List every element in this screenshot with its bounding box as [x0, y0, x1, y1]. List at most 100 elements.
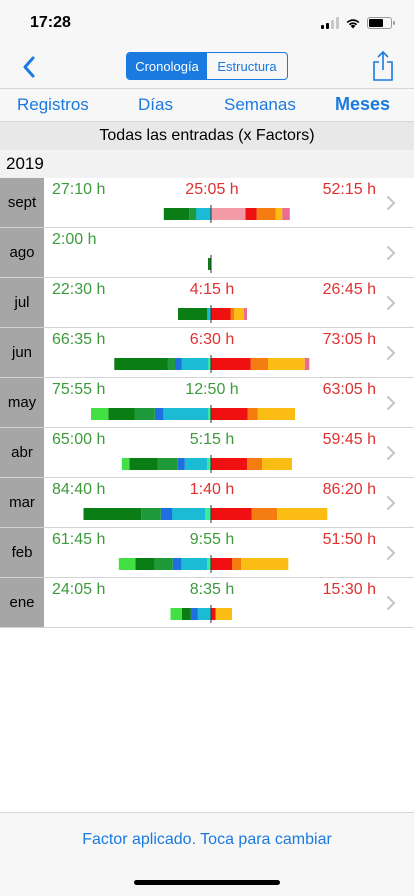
bar-segment-pink_light: [211, 208, 246, 220]
bar-segment-orange: [250, 358, 269, 370]
period-tabs: Registros Días Semanas Meses: [0, 88, 414, 122]
bar-segment-green_mid: [167, 358, 175, 370]
bar-segment-orange: [256, 208, 276, 220]
bar-segment-green_dark: [181, 608, 191, 620]
net-total: 5:15 h: [189, 431, 235, 448]
bar-segment-cyan: [197, 608, 211, 620]
bar-segment-green_dark: [163, 208, 190, 220]
tab-dias[interactable]: Días: [138, 95, 173, 114]
balance-bar: [91, 405, 295, 423]
month-row[interactable]: jun 66:35 h 6:30 h 73:05 h: [0, 328, 414, 378]
bar-segment-green_mid: [157, 458, 178, 470]
segment-estructura[interactable]: Estructura: [217, 58, 277, 74]
bar-segment-pink: [244, 308, 247, 320]
bar-segment-red: [211, 358, 251, 370]
positive-total: 61:45 h: [52, 531, 106, 548]
bar-segment-cyan: [196, 208, 211, 220]
tab-semanas[interactable]: Semanas: [224, 95, 296, 114]
bar-segment-green_dark: [208, 258, 211, 270]
net-total: 25:05 h: [185, 181, 239, 198]
negative-total: 63:05 h: [322, 381, 376, 398]
bar-segment-mint: [208, 408, 211, 420]
tab-meses[interactable]: Meses: [335, 94, 391, 114]
bar-segment-green_mid: [189, 208, 197, 220]
bar-segment-blue: [160, 508, 173, 520]
segment-cronologia[interactable]: Cronología: [127, 53, 207, 79]
positive-total: 66:35 h: [52, 331, 106, 348]
chevron-right-icon: [387, 346, 396, 360]
negative-total: 51:50 h: [322, 531, 376, 548]
home-indicator: [134, 880, 280, 885]
bar-segment-green_light: [170, 608, 182, 620]
bar-segment-green_dark: [108, 408, 135, 420]
negative-total: 59:45 h: [322, 431, 376, 448]
tab-registros[interactable]: Registros: [17, 95, 89, 114]
bar-segment-yellow: [268, 358, 305, 370]
bar-segment-orange: [251, 508, 277, 520]
month-label: abr: [0, 428, 44, 477]
status-bar: 17:28: [0, 0, 414, 46]
month-row[interactable]: may 75:55 h 12:50 h 63:05 h: [0, 378, 414, 428]
bar-segment-red: [211, 458, 247, 470]
bar-segment-green_dark: [129, 458, 158, 470]
bar-segment-blue: [177, 458, 185, 470]
bar-segment-green_dark: [135, 558, 155, 570]
month-label: mar: [0, 478, 44, 527]
positive-total: 24:05 h: [52, 581, 106, 598]
net-total: 8:35 h: [189, 581, 235, 598]
balance-bar: [163, 205, 290, 223]
navigation-bar: Cronología Estructura: [0, 46, 414, 88]
factor-button[interactable]: Factor aplicado. Toca para cambiar: [82, 831, 332, 848]
net-total: 6:30 h: [189, 331, 235, 348]
chevron-right-icon: [387, 196, 396, 210]
chevron-right-icon: [387, 496, 396, 510]
signal-icon: [321, 17, 339, 29]
positive-total: 27:10 h: [52, 181, 106, 198]
bar-segment-red: [211, 308, 231, 320]
wifi-icon: [346, 19, 360, 29]
month-row[interactable]: ene 24:05 h 8:35 h 15:30 h: [0, 578, 414, 628]
month-label: jul: [0, 278, 44, 327]
bar-segment-yellow: [277, 508, 328, 520]
share-button[interactable]: [370, 50, 396, 82]
month-label: sept: [0, 178, 44, 227]
bar-segment-green_mid: [141, 508, 161, 520]
month-row[interactable]: abr 65:00 h 5:15 h 59:45 h: [0, 428, 414, 478]
bar-segment-yellow: [241, 558, 289, 570]
month-row[interactable]: feb 61:45 h 9:55 h 51:50 h: [0, 528, 414, 578]
balance-bar: [121, 455, 292, 473]
bar-segment-red: [211, 608, 216, 620]
year-header: 2019: [0, 150, 414, 178]
balance-bar: [170, 605, 232, 623]
month-row[interactable]: mar 84:40 h 1:40 h 86:20 h: [0, 478, 414, 528]
balance-bar: [118, 555, 289, 573]
bar-segment-orange: [247, 408, 258, 420]
chevron-right-icon: [387, 396, 396, 410]
month-row[interactable]: sept 27:10 h 25:05 h 52:15 h: [0, 178, 414, 228]
bar-segment-yellow: [215, 608, 232, 620]
positive-total: 84:40 h: [52, 481, 106, 498]
month-label: feb: [0, 528, 44, 577]
month-label: may: [0, 378, 44, 427]
month-row[interactable]: jul 22:30 h 4:15 h 26:45 h: [0, 278, 414, 328]
chevron-right-icon: [387, 596, 396, 610]
share-icon: [373, 50, 393, 81]
month-row[interactable]: ago 2:00 h: [0, 228, 414, 278]
bar-segment-green_light: [118, 558, 136, 570]
bar-segment-mint: [205, 508, 211, 520]
balance-bar: [114, 355, 310, 373]
view-segmented-control: Cronología Estructura: [126, 52, 288, 80]
bar-segment-orange: [232, 558, 241, 570]
status-icons: [321, 16, 395, 30]
back-button[interactable]: [14, 52, 44, 82]
bar-segment-yellow: [275, 208, 283, 220]
bar-segment-red: [211, 558, 232, 570]
positive-total: 75:55 h: [52, 381, 106, 398]
balance-bar: [178, 305, 247, 323]
bar-segment-blue: [175, 358, 182, 370]
bar-segment-red: [245, 208, 257, 220]
bar-segment-blue: [190, 608, 198, 620]
negative-total: 15:30 h: [322, 581, 376, 598]
bar-segment-mint: [208, 358, 211, 370]
bar-segment-pink: [282, 208, 290, 220]
